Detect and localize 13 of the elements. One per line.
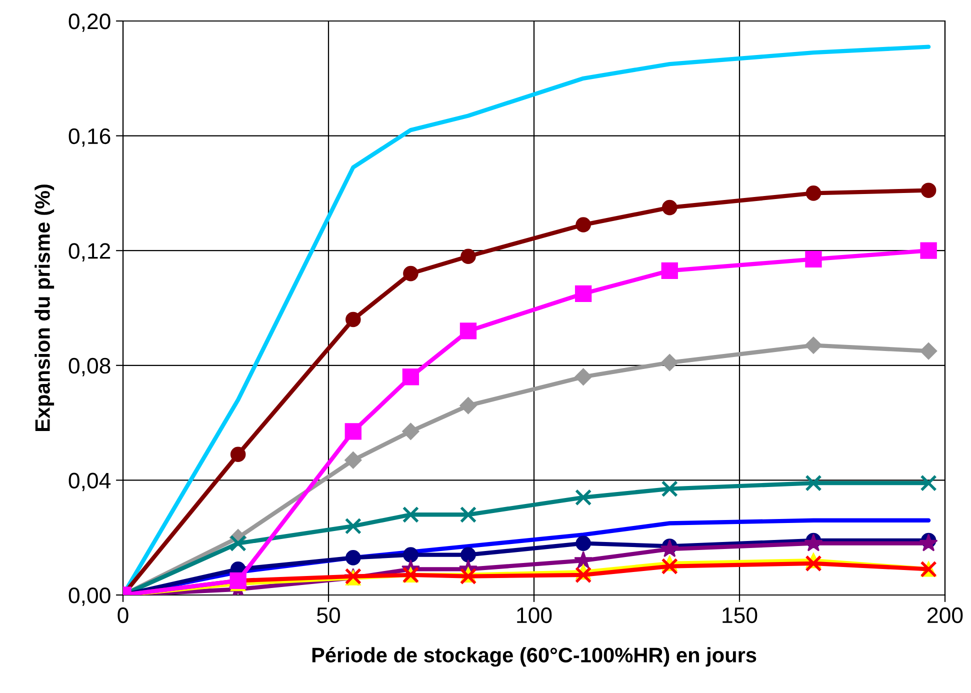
y-tick-label: 0,16 <box>68 128 110 147</box>
y-tick-label: 0,00 <box>68 588 110 606</box>
y-axis-title: Expansion du prisme (%) <box>34 184 54 432</box>
y-tick-label: 0,12 <box>68 243 110 262</box>
x-tick-label: 100 <box>517 607 552 624</box>
x-tick-label: 50 <box>317 607 340 624</box>
y-tick-label: 0,04 <box>68 472 111 492</box>
x-axis-title: Période de stockage (60°C-100%HR) en jours <box>312 646 756 667</box>
x-tick-label: 200 <box>928 607 963 624</box>
x-tick-label: 0 <box>118 607 128 624</box>
x-tick-label: 150 <box>722 607 758 624</box>
y-tick-label: 0,20 <box>68 14 110 32</box>
y-tick-label: 0,08 <box>68 358 110 376</box>
